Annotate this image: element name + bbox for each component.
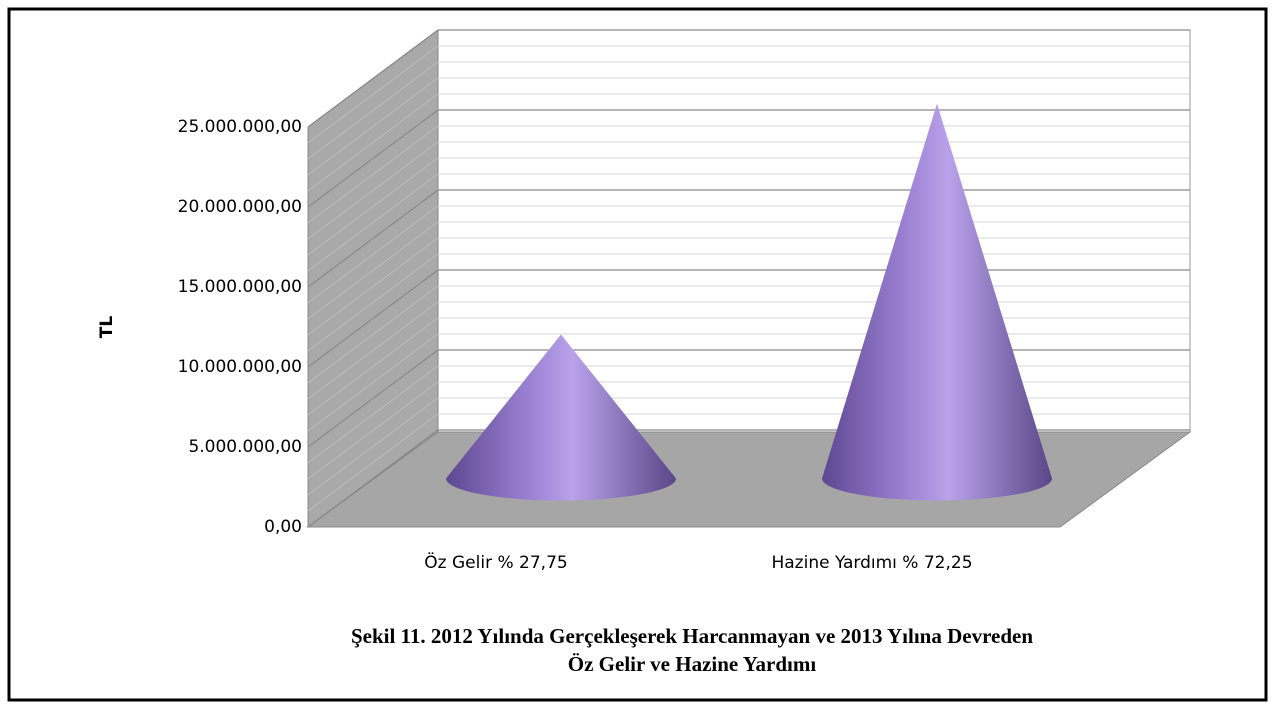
caption-line: Şekil 11. 2012 Yılında Gerçekleşerek Har… (351, 624, 1033, 648)
grid-line (307, 109, 439, 208)
minor-line (307, 285, 439, 384)
minor-line (307, 205, 439, 304)
minor-line (307, 45, 439, 144)
minor-line (307, 141, 439, 240)
minor-line (307, 61, 439, 160)
y-axis-label: TL (97, 316, 117, 339)
minor-line (307, 173, 439, 272)
grid-line (307, 349, 439, 448)
minor-line (307, 253, 439, 352)
minor-line (307, 381, 439, 480)
grid-line (307, 269, 439, 368)
cone (822, 103, 1052, 501)
minor-line (307, 157, 439, 256)
grid-line (307, 29, 439, 128)
minor-line (307, 301, 439, 400)
grid-line (307, 189, 439, 288)
minor-line (307, 237, 439, 336)
caption-line: Öz Gelir ve Hazine Yardımı (568, 652, 817, 676)
y-tick-label: 25.000.000,00 (178, 117, 302, 137)
x-tick-label: Öz Gelir % 27,75 (424, 551, 567, 573)
grid-line (307, 429, 439, 528)
y-tick-label: 0,00 (264, 517, 302, 537)
y-tick-label: 10.000.000,00 (178, 357, 302, 377)
y-tick-label: 15.000.000,00 (178, 277, 302, 297)
floor (306, 431, 1192, 528)
minor-line (307, 397, 439, 496)
minor-line (307, 93, 439, 192)
cone (446, 334, 676, 501)
x-tick-label: Hazine Yardımı % 72,25 (771, 553, 972, 573)
y-tick-label: 5.000.000,00 (188, 437, 302, 457)
minor-line (307, 413, 439, 512)
y-tick-label: 20.000.000,00 (178, 197, 302, 217)
minor-line (307, 221, 439, 320)
minor-line (307, 125, 439, 224)
minor-line (307, 365, 439, 464)
minor-line (307, 333, 439, 432)
minor-line (307, 317, 439, 416)
minor-line (307, 77, 439, 176)
